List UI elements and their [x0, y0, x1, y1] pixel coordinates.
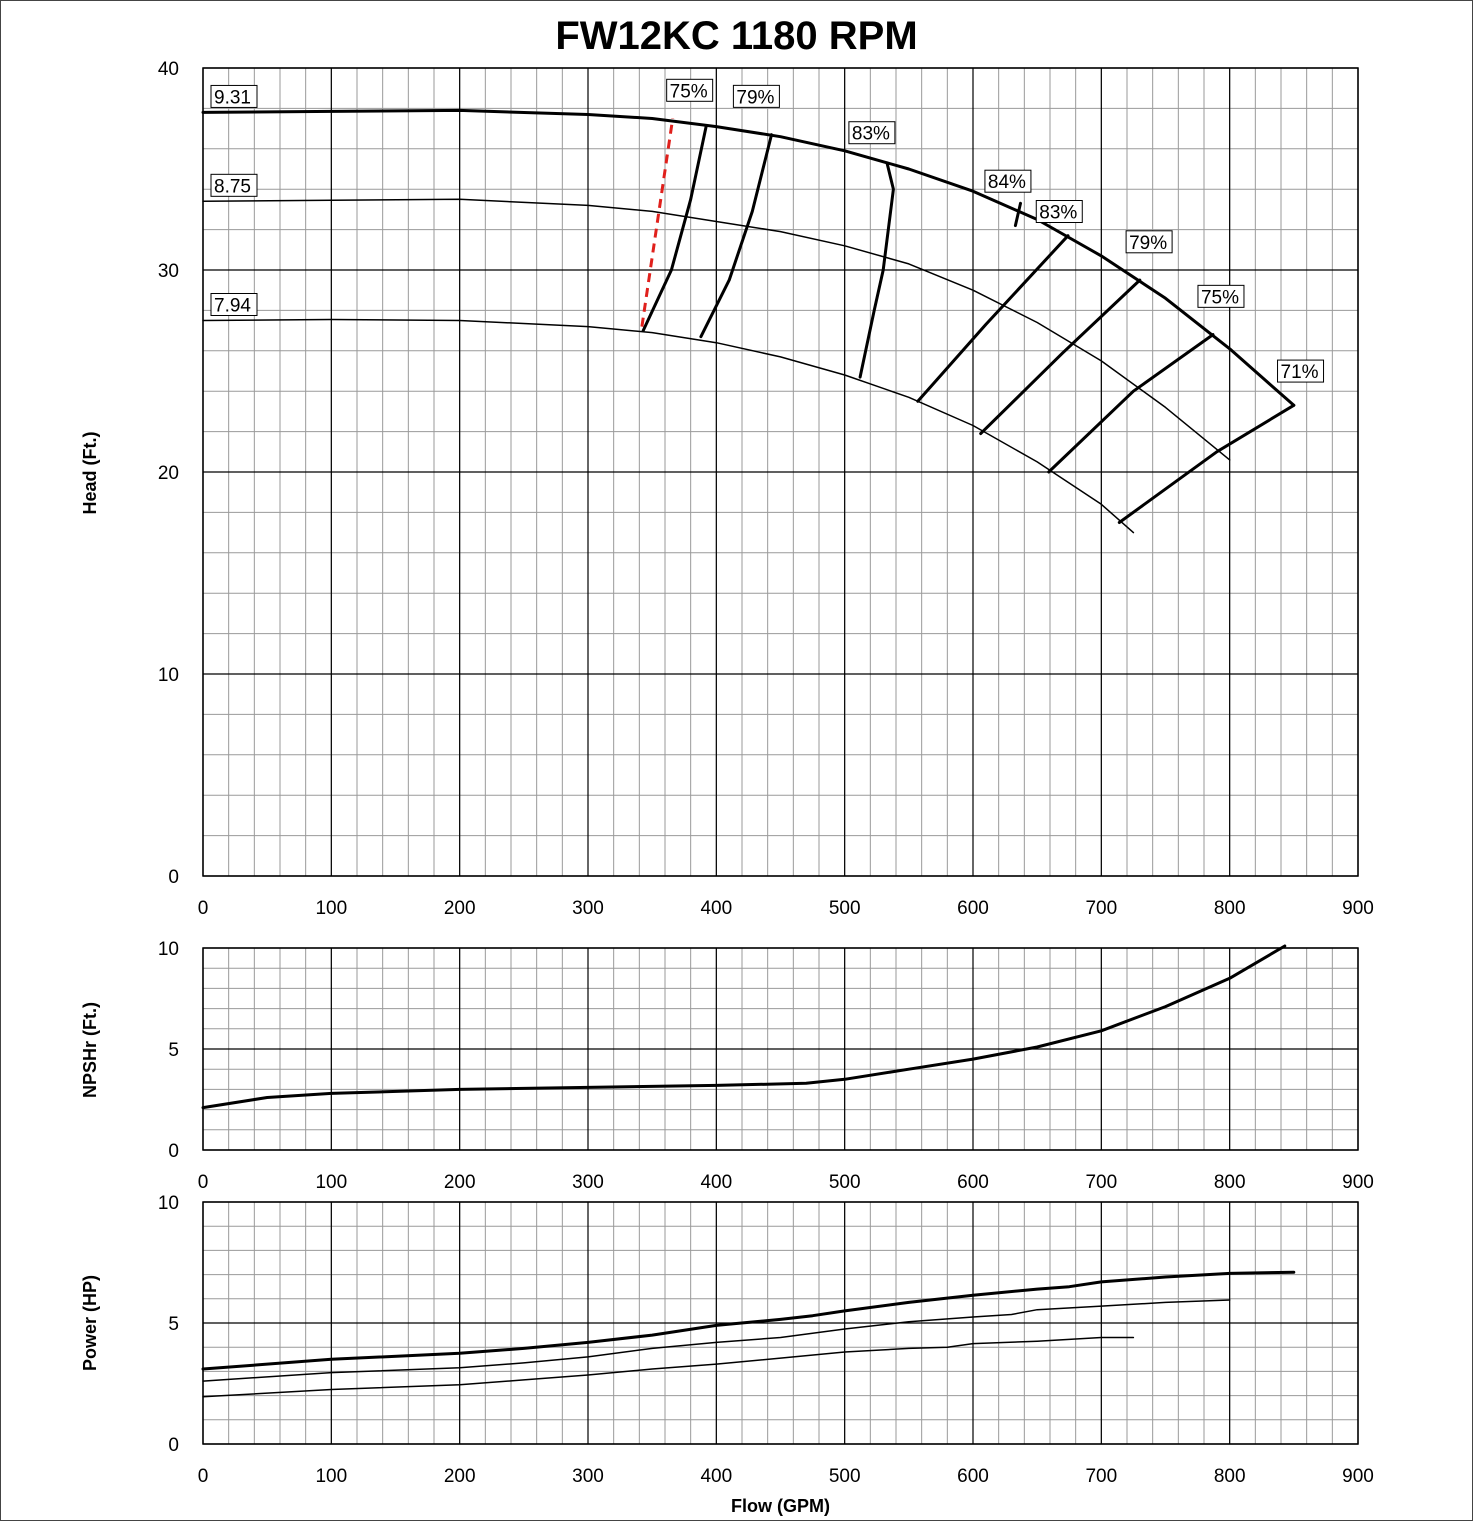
- npsh-y-axis-label: NPSHr (Ft.): [80, 1002, 100, 1098]
- efficiency-label-box: [732, 84, 780, 108]
- power-y-axis-label: Power (HP): [80, 1275, 100, 1371]
- head-y-tick-label: 40: [158, 59, 179, 80]
- efficiency-label-box: [984, 169, 1032, 193]
- head-y-tick-label: 0: [168, 867, 179, 888]
- head-y-tick-label: 10: [158, 665, 179, 686]
- npsh-y-tick-label: 5: [168, 1040, 179, 1061]
- head-x-tick-label: 900: [1342, 898, 1374, 919]
- power-y-tick-label: 0: [168, 1435, 179, 1456]
- power-x-tick-label: 400: [700, 1466, 732, 1487]
- impeller-diameter-label: 7.94: [214, 296, 251, 317]
- power-series-line: [201, 1270, 1296, 1371]
- power-series-line: [202, 1336, 1135, 1398]
- efficiency-label: 75%: [670, 81, 708, 102]
- power-x-tick-label: 100: [315, 1466, 347, 1487]
- head-x-tick-label: 700: [1085, 898, 1117, 919]
- impeller-diameter-label: 8.75: [214, 176, 251, 197]
- head-series-line: [202, 318, 1135, 534]
- npsh-x-tick-label: 600: [957, 1172, 989, 1193]
- head-x-tick-label: 200: [444, 898, 476, 919]
- impeller-diameter-label: 9.31: [214, 87, 251, 108]
- head-series-line: [202, 198, 1231, 461]
- efficiency-line: [916, 234, 1070, 403]
- efficiency-label-box: [1197, 284, 1245, 308]
- impeller-label-box: [210, 84, 258, 108]
- head-plot-area: [202, 67, 1359, 877]
- efficiency-line: [858, 161, 895, 379]
- efficiency-line: [1047, 333, 1215, 474]
- npsh-x-tick-label: 500: [829, 1172, 861, 1193]
- npsh-limit-line: [640, 118, 675, 327]
- power-x-tick-label: 800: [1214, 1466, 1246, 1487]
- efficiency-line: [1013, 201, 1022, 228]
- npsh-series-line: [201, 944, 1287, 1110]
- head-x-tick-label: 600: [957, 898, 989, 919]
- power-x-tick-label: 700: [1085, 1466, 1117, 1487]
- efficiency-label: 79%: [736, 87, 774, 108]
- npsh-x-tick-label: 300: [572, 1172, 604, 1193]
- npsh-x-tick-label: 100: [315, 1172, 347, 1193]
- npsh-x-tick-label: 400: [700, 1172, 732, 1193]
- efficiency-line: [979, 278, 1142, 436]
- power-x-tick-label: 200: [444, 1466, 476, 1487]
- head-y-axis-label: Head (Ft.): [80, 431, 100, 514]
- efficiency-label-box: [1277, 359, 1325, 383]
- efficiency-label-box: [848, 121, 896, 145]
- power-series-line: [202, 1299, 1231, 1382]
- impeller-label-box: [210, 173, 258, 197]
- efficiency-line: [699, 133, 773, 339]
- power-plot-area: [202, 1201, 1359, 1445]
- head-x-tick-label: 500: [829, 898, 861, 919]
- head-x-tick-label: 100: [315, 898, 347, 919]
- power-x-tick-label: 300: [572, 1466, 604, 1487]
- efficiency-label: 75%: [1201, 287, 1239, 308]
- npsh-x-tick-label: 900: [1342, 1172, 1374, 1193]
- efficiency-label: 79%: [1129, 233, 1167, 254]
- head-y-tick-label: 20: [158, 463, 179, 484]
- efficiency-line: [641, 125, 708, 333]
- head-y-tick-label: 30: [158, 261, 179, 282]
- chart-title: FW12KC 1180 RPM: [555, 14, 918, 58]
- head-x-tick-label: 0: [198, 898, 209, 919]
- head-x-tick-label: 300: [572, 898, 604, 919]
- head-x-tick-label: 800: [1214, 898, 1246, 919]
- npsh-x-tick-label: 800: [1214, 1172, 1246, 1193]
- power-x-tick-label: 0: [198, 1466, 209, 1487]
- npsh-y-tick-label: 10: [158, 939, 179, 960]
- power-x-tick-label: 600: [957, 1466, 989, 1487]
- power-y-tick-label: 10: [158, 1193, 179, 1214]
- npsh-y-tick-label: 0: [168, 1141, 179, 1162]
- efficiency-label: 83%: [1039, 203, 1077, 224]
- impeller-label-box: [210, 293, 258, 316]
- npsh-x-tick-label: 700: [1085, 1172, 1117, 1193]
- power-x-tick-label: 900: [1342, 1466, 1374, 1487]
- efficiency-label: 84%: [988, 172, 1026, 193]
- x-axis-label: Flow (GPM): [731, 1496, 830, 1516]
- power-y-tick-label: 5: [168, 1314, 179, 1335]
- head-series-line: [201, 108, 1296, 407]
- efficiency-label-box: [1125, 230, 1173, 254]
- efficiency-label: 71%: [1281, 362, 1319, 383]
- efficiency-label: 83%: [852, 124, 890, 145]
- efficiency-label-box: [1035, 200, 1083, 223]
- head-x-tick-label: 400: [700, 898, 732, 919]
- npsh-x-tick-label: 0: [198, 1172, 209, 1193]
- npsh-x-tick-label: 200: [444, 1172, 476, 1193]
- efficiency-label-box: [666, 78, 714, 102]
- efficiency-line: [1117, 403, 1296, 524]
- npsh-plot-area: [202, 947, 1359, 1151]
- power-x-tick-label: 500: [829, 1466, 861, 1487]
